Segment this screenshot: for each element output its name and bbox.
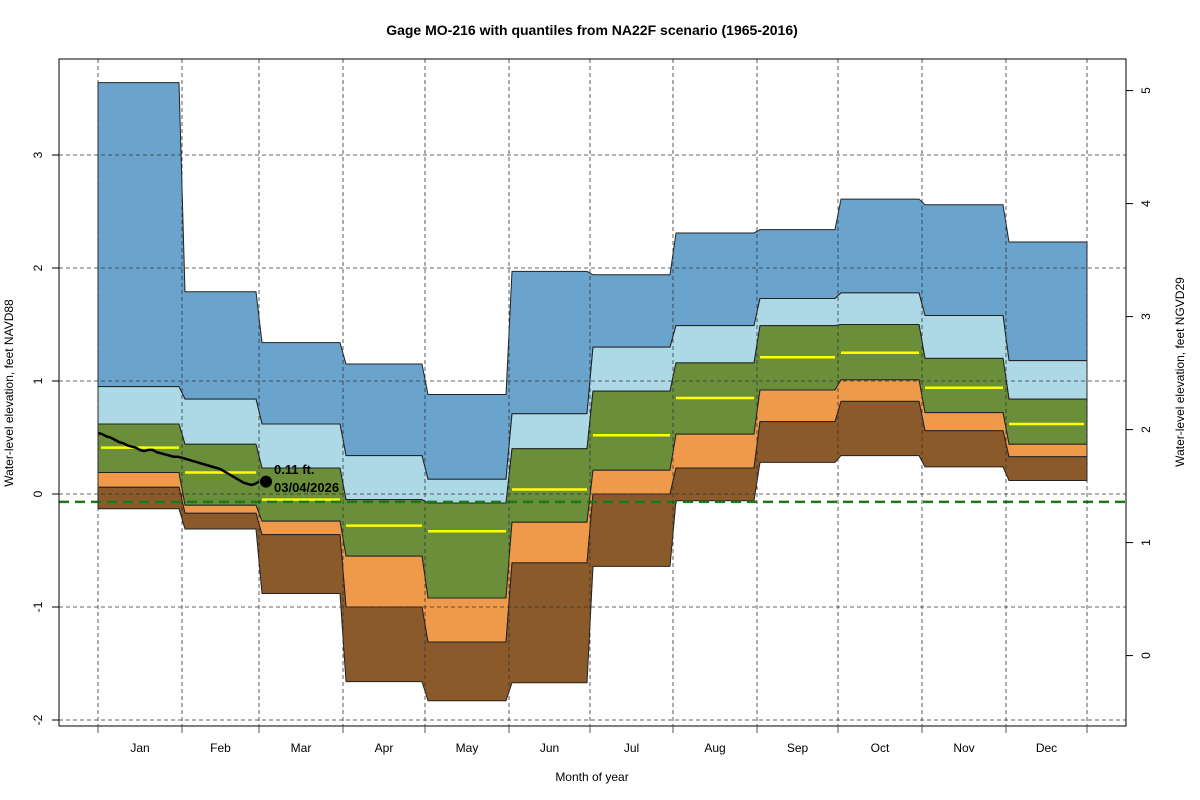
x-tick-label-Feb: Feb (210, 741, 231, 755)
right-axis: 0 1 2 3 4 5 (1126, 87, 1153, 659)
x-tick-label-Nov: Nov (953, 741, 974, 755)
left-tick-label: -2 (31, 714, 45, 725)
x-tick-label-Aug: Aug (704, 741, 725, 755)
annotation-value: 0.11 ft. (274, 462, 314, 477)
chart-title: Gage MO-216 with quantiles from NA22F sc… (386, 22, 798, 38)
observed-last-point (260, 475, 272, 488)
left-axis: -2 -1 0 1 2 3 (31, 151, 59, 725)
x-tick-label-Jun: Jun (540, 741, 559, 755)
left-tick-label: -1 (31, 601, 45, 612)
x-tick-label-Jan: Jan (130, 741, 149, 755)
x-axis: Jan Feb Mar Apr May Jun Jul Aug Sep Oct Nov Dec (97, 726, 1088, 755)
right-tick-label: 5 (1139, 87, 1153, 94)
right-tick-label: 3 (1139, 313, 1153, 320)
right-tick-label: 2 (1139, 426, 1153, 433)
y-axis-label-right: Water-level elevation, feet NGVD29 (1173, 277, 1187, 467)
x-tick-label-Mar: Mar (291, 741, 312, 755)
annotation: 0.11 ft. 03/04/2026 (274, 462, 339, 495)
plot-frame (58, 58, 1127, 727)
x-tick-label-Sep: Sep (787, 741, 809, 755)
right-tick-label: 4 (1139, 200, 1153, 207)
observed-line (97, 431, 260, 487)
x-tick-label-Oct: Oct (871, 741, 890, 755)
left-tick-label: 1 (31, 377, 45, 384)
left-tick-label: 3 (31, 151, 45, 158)
right-tick-label: 1 (1139, 539, 1153, 546)
right-tick-label: 0 (1139, 652, 1153, 659)
x-tick-label-May: May (456, 741, 479, 755)
grid (59, 59, 1126, 726)
x-axis-label: Month of year (555, 770, 628, 784)
x-tick-label-Jul: Jul (624, 741, 639, 755)
x-tick-label-Dec: Dec (1036, 741, 1057, 755)
x-tick-label-Apr: Apr (375, 741, 394, 755)
y-axis-label-left: Water-level elevation, feet NAVD88 (2, 299, 16, 487)
annotation-date: 03/04/2026 (274, 480, 339, 495)
plot-area (59, 82, 1126, 702)
left-tick-label: 0 (31, 490, 45, 497)
left-tick-label: 2 (31, 264, 45, 271)
